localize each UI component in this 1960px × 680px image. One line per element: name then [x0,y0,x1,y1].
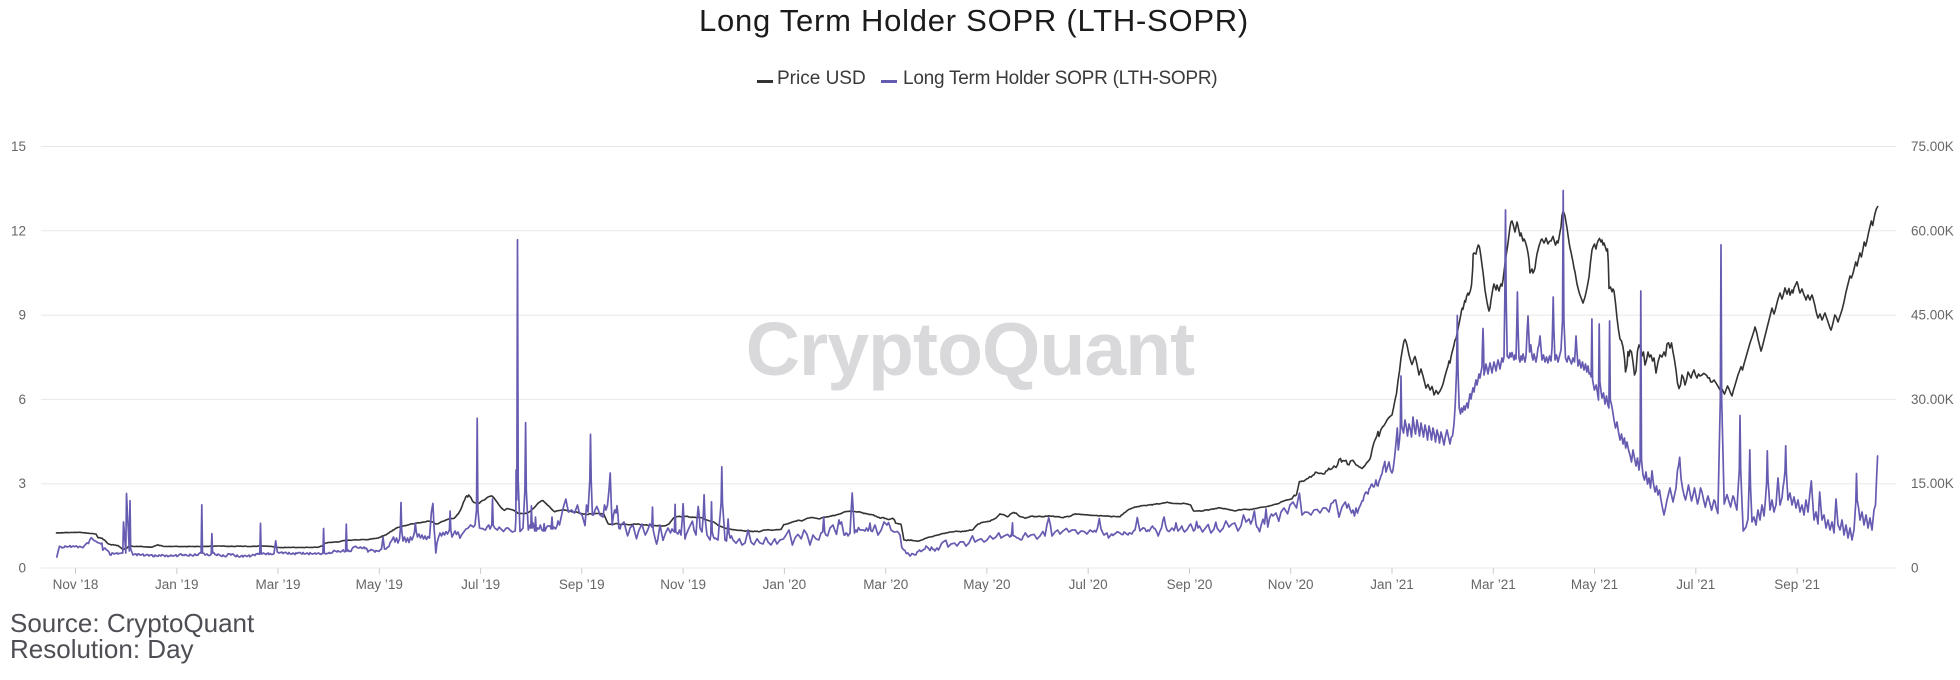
svg-text:Nov ’18: Nov ’18 [53,577,99,592]
svg-text:Mar ’19: Mar ’19 [255,577,300,592]
svg-text:45.00K: 45.00K [1911,308,1954,323]
svg-text:0: 0 [18,561,26,576]
svg-text:Nov ’20: Nov ’20 [1268,577,1314,592]
svg-text:Nov ’19: Nov ’19 [660,577,706,592]
svg-text:Mar ’21: Mar ’21 [1471,577,1516,592]
svg-text:CryptoQuant: CryptoQuant [746,307,1195,391]
svg-text:May ’21: May ’21 [1571,577,1618,592]
svg-text:Jul ’19: Jul ’19 [461,577,500,592]
svg-text:May ’20: May ’20 [963,577,1010,592]
svg-text:15.00K: 15.00K [1911,476,1954,491]
svg-text:Jul ’21: Jul ’21 [1676,577,1715,592]
svg-text:Mar ’20: Mar ’20 [863,577,908,592]
svg-text:Jul ’20: Jul ’20 [1069,577,1108,592]
svg-text:Sep ’19: Sep ’19 [559,577,605,592]
svg-text:12: 12 [11,223,26,238]
svg-text:15: 15 [11,139,26,154]
svg-text:Sep ’21: Sep ’21 [1774,577,1820,592]
svg-text:0: 0 [1911,561,1919,576]
svg-text:Sep ’20: Sep ’20 [1167,577,1213,592]
svg-text:May ’19: May ’19 [356,577,403,592]
svg-text:60.00K: 60.00K [1911,223,1954,238]
svg-text:75.00K: 75.00K [1911,139,1954,154]
svg-text:Jan ’20: Jan ’20 [763,577,807,592]
svg-text:Jan ’19: Jan ’19 [155,577,199,592]
svg-text:9: 9 [18,308,26,323]
svg-text:Jan ’21: Jan ’21 [1370,577,1414,592]
svg-text:3: 3 [18,476,26,491]
svg-text:6: 6 [18,392,26,407]
svg-text:30.00K: 30.00K [1911,392,1954,407]
